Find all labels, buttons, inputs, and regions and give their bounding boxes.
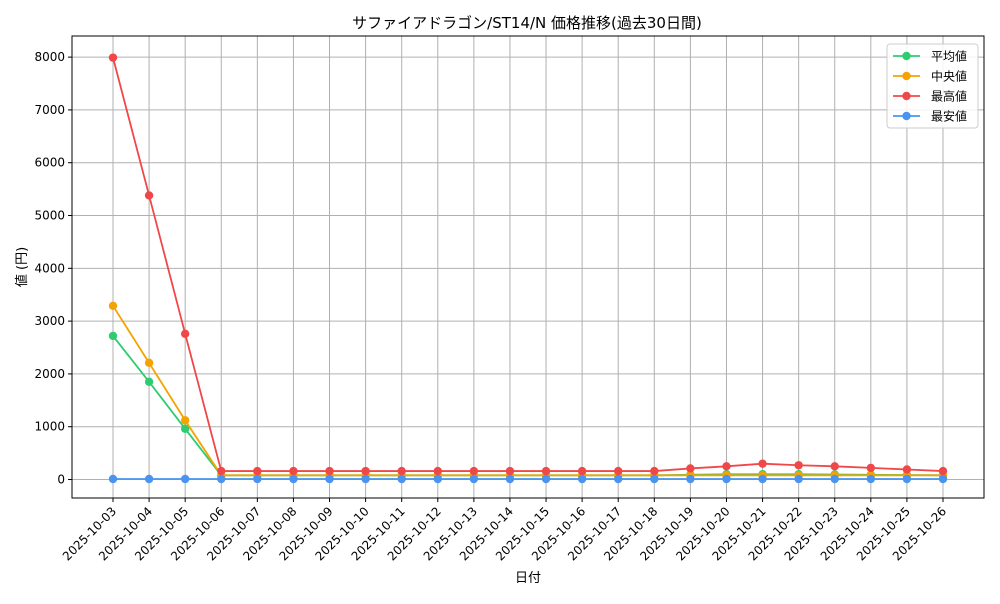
data-point: [144, 474, 154, 484]
data-point: [469, 466, 479, 476]
data-point: [505, 466, 515, 476]
y-axis-title: 値 (円): [14, 247, 30, 287]
data-point: [902, 465, 912, 474]
y-tick-label: 6000: [34, 156, 65, 170]
legend-label: 中央値: [931, 69, 967, 84]
data-point: [650, 474, 659, 484]
data-point: [253, 474, 262, 484]
data-point: [686, 474, 695, 484]
data-point: [180, 416, 190, 425]
data-point: [217, 466, 226, 476]
data-point: [614, 474, 623, 484]
legend-marker: [902, 91, 911, 101]
data-point: [830, 474, 839, 484]
data-point: [577, 474, 587, 484]
x-axis-title: 日付: [515, 571, 541, 586]
data-point: [938, 466, 948, 476]
series-line: [112, 305, 943, 477]
data-point: [108, 301, 118, 311]
data-point: [144, 191, 154, 200]
legend-label: 最高値: [931, 89, 967, 104]
data-point: [108, 474, 118, 484]
data-point: [433, 474, 442, 484]
data-point: [180, 424, 190, 434]
y-tick-label: 1000: [34, 420, 65, 434]
y-tick-label: 7000: [34, 103, 65, 117]
data-point: [614, 466, 623, 476]
series-layer: [108, 53, 948, 484]
data-point: [433, 466, 442, 476]
data-point: [938, 474, 948, 484]
data-point: [108, 53, 118, 62]
grid-lines: [72, 36, 984, 498]
data-point: [144, 377, 154, 387]
data-point: [361, 466, 370, 476]
data-point: [469, 474, 479, 484]
plot-area-frame: [71, 35, 985, 499]
series-group: [108, 53, 948, 476]
data-point: [866, 463, 876, 473]
data-point: [180, 474, 190, 484]
data-point: [722, 462, 731, 471]
y-tick-label: 4000: [34, 261, 65, 275]
series-group: [108, 474, 948, 484]
legend-frame: [886, 43, 979, 129]
data-point: [541, 474, 551, 484]
data-point: [722, 474, 731, 484]
y-tick-label: 3000: [34, 314, 65, 328]
legend-label: 最安値: [931, 109, 967, 124]
data-point: [108, 331, 118, 341]
data-point: [253, 466, 262, 476]
y-tick-label: 5000: [34, 209, 65, 223]
data-point: [361, 474, 370, 484]
series-line: [112, 335, 944, 477]
legend-label: 平均値: [931, 49, 967, 64]
series-group: [108, 301, 948, 480]
data-point: [794, 474, 803, 484]
data-point: [505, 474, 515, 484]
data-point: [397, 466, 406, 476]
data-point: [758, 474, 767, 484]
series-group: [108, 331, 948, 480]
legend-marker: [902, 51, 911, 61]
y-tick-label: 0: [57, 473, 65, 487]
data-point: [902, 474, 912, 484]
data-point: [180, 329, 190, 338]
data-point: [577, 466, 587, 476]
data-point: [144, 358, 154, 368]
data-point: [289, 474, 298, 484]
y-tick-label: 8000: [34, 50, 65, 64]
data-point: [830, 462, 839, 471]
chart-title: サファイアドラゴン/ST14/N 価格推移(過去30日間): [352, 14, 702, 32]
legend-marker: [902, 111, 911, 121]
axis-ticks: 2025-10-032025-10-042025-10-052025-10-06…: [34, 50, 949, 563]
data-point: [325, 466, 334, 476]
y-tick-label: 2000: [34, 367, 65, 381]
data-point: [325, 474, 334, 484]
data-point: [758, 459, 767, 468]
data-point: [866, 474, 876, 484]
series-line: [112, 57, 944, 472]
data-point: [397, 474, 406, 484]
data-point: [650, 466, 659, 476]
legend-marker: [902, 71, 911, 81]
data-point: [541, 466, 551, 476]
data-point: [794, 461, 803, 470]
data-point: [289, 466, 298, 476]
data-point: [217, 474, 226, 484]
data-point: [686, 464, 695, 473]
